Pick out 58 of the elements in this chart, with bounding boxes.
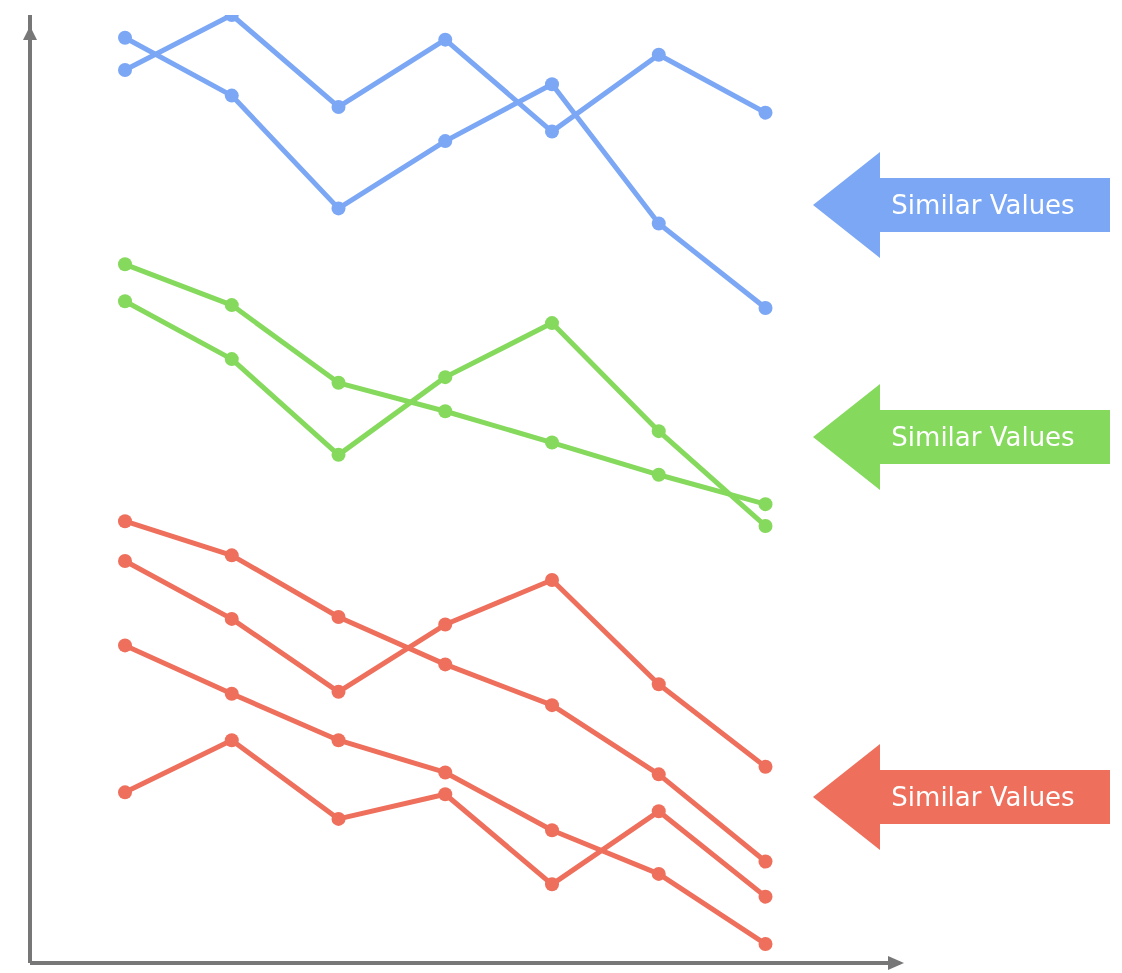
point (758, 759, 773, 774)
point (331, 201, 346, 216)
point (331, 733, 346, 748)
point (758, 300, 773, 315)
point (331, 609, 346, 624)
point (118, 30, 133, 45)
point (651, 767, 666, 782)
point (545, 316, 559, 331)
point (331, 684, 346, 699)
point (545, 77, 559, 92)
point (545, 877, 559, 892)
point (118, 62, 133, 77)
point (758, 854, 773, 869)
point (118, 294, 133, 309)
point (224, 733, 239, 748)
point (438, 32, 453, 47)
point (651, 216, 666, 231)
point (438, 134, 453, 149)
point (438, 657, 453, 672)
point (224, 686, 239, 701)
point (224, 298, 239, 313)
point (224, 611, 239, 626)
annotation: Similar Values (891, 782, 1075, 812)
point (651, 866, 666, 881)
point (224, 88, 239, 103)
point (331, 375, 346, 390)
point (331, 811, 346, 826)
point (758, 518, 773, 533)
point (438, 787, 453, 802)
point (438, 404, 453, 419)
point (545, 435, 559, 450)
point (224, 548, 239, 563)
point (545, 124, 559, 139)
point (545, 823, 559, 838)
point (438, 370, 453, 385)
point (118, 638, 133, 653)
point (651, 804, 666, 819)
point (651, 47, 666, 62)
point (438, 617, 453, 632)
point (438, 765, 453, 780)
point (545, 573, 559, 588)
point (118, 554, 133, 569)
point (118, 514, 133, 529)
point (118, 257, 133, 272)
annotation: Similar Values (891, 422, 1075, 452)
annotation: Similar Values (891, 190, 1075, 220)
point (758, 937, 773, 952)
point (651, 467, 666, 482)
point (118, 785, 133, 800)
point (758, 889, 773, 904)
point (758, 497, 773, 512)
point (651, 424, 666, 439)
point (331, 99, 346, 114)
point (758, 105, 773, 120)
point (651, 677, 666, 692)
point (224, 352, 239, 367)
point (331, 447, 346, 462)
point (545, 698, 559, 713)
